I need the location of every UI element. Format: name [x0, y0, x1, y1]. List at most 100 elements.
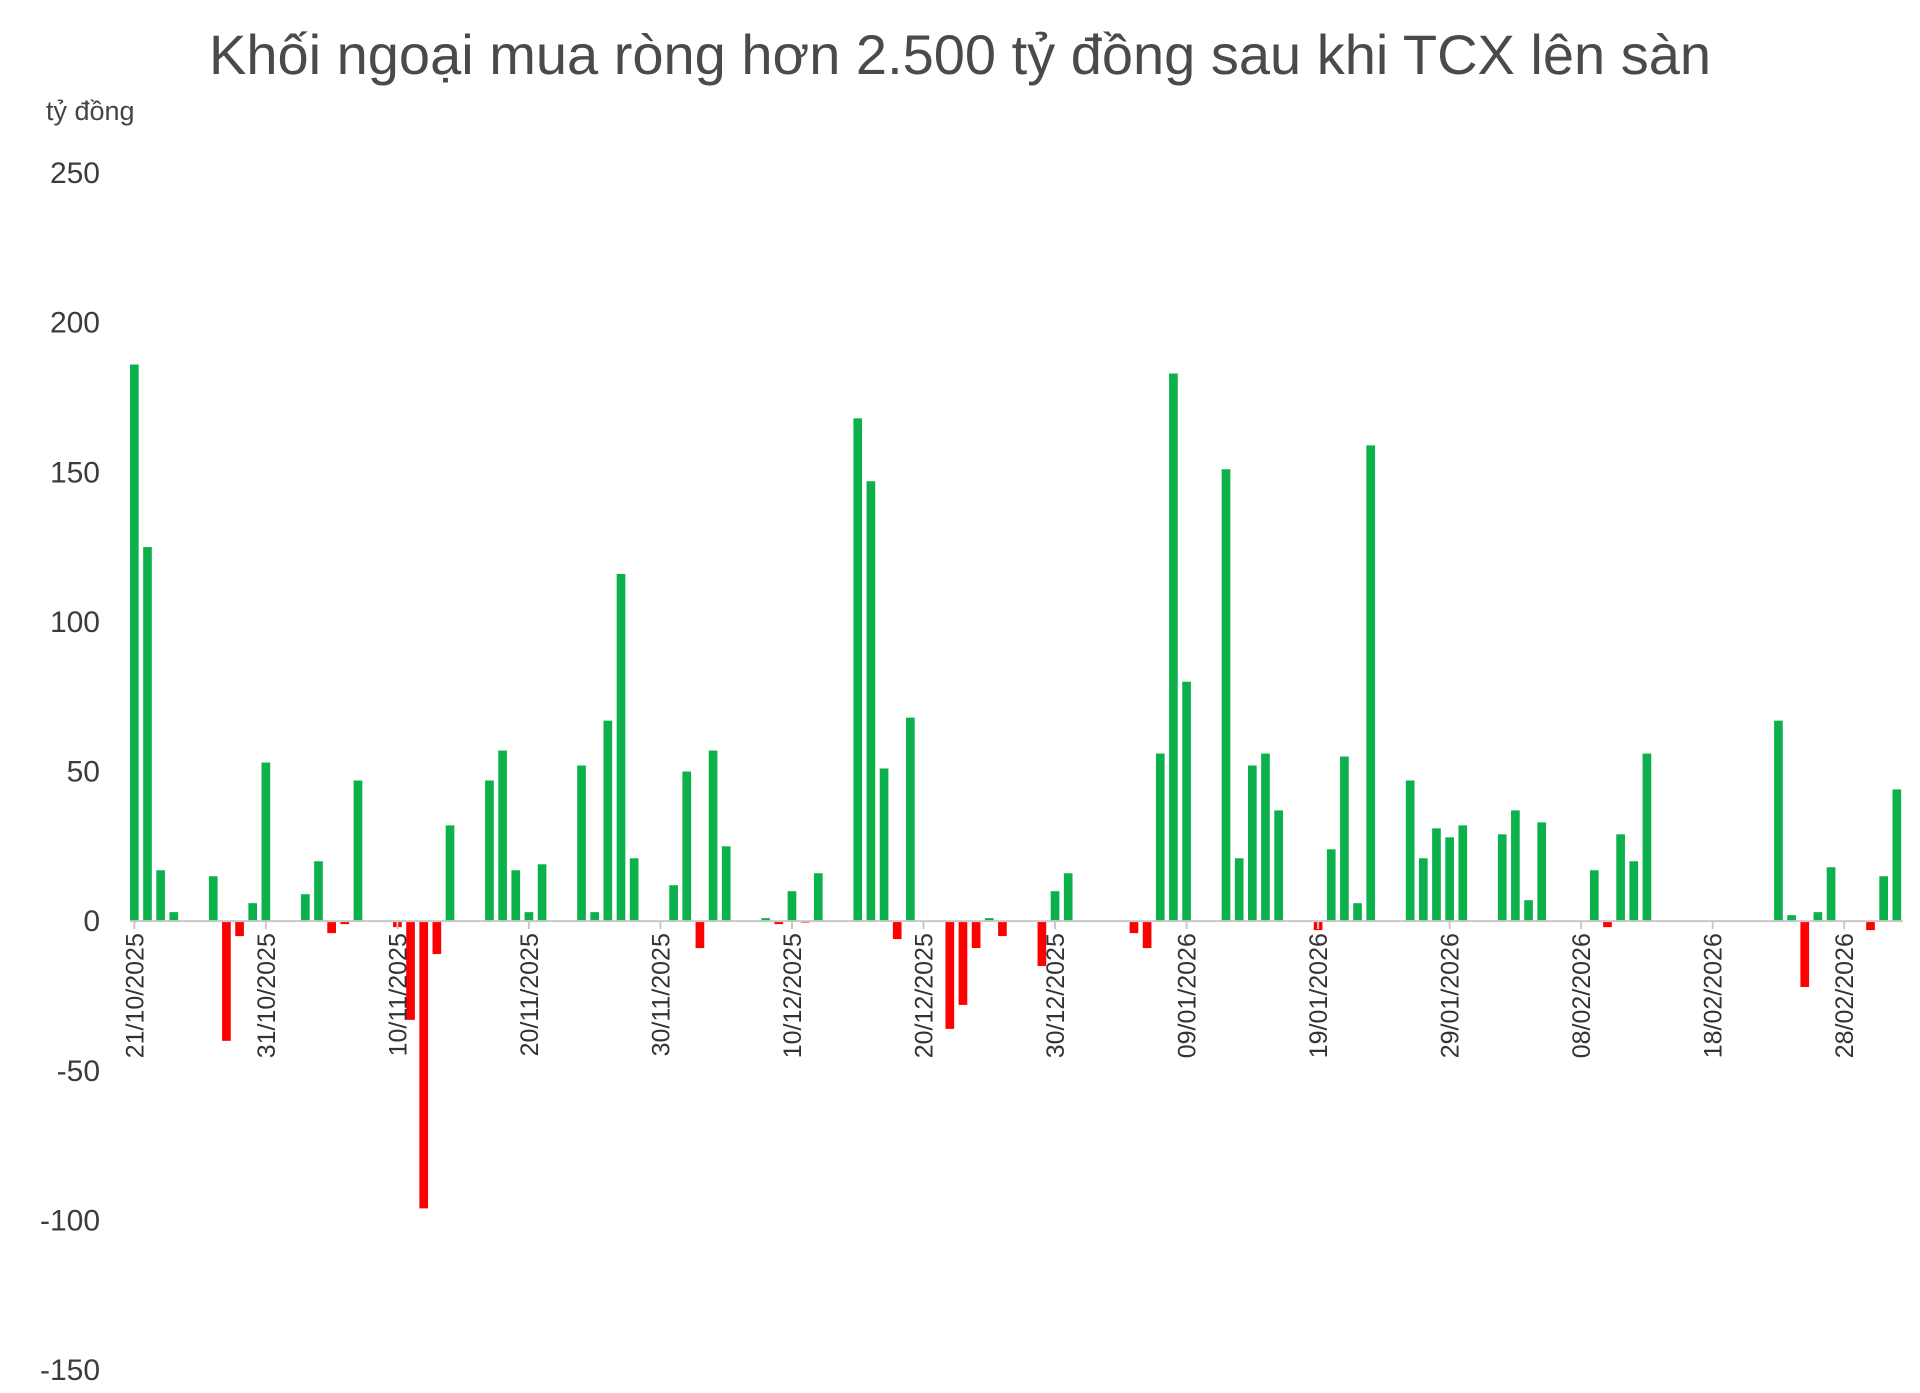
bar — [1589, 870, 1599, 922]
bar — [629, 858, 639, 922]
x-tick-label: 19/01/2026 — [1305, 933, 1333, 1058]
x-tick-label: 10/12/2025 — [779, 933, 807, 1058]
bar — [787, 891, 797, 922]
bar — [603, 720, 613, 922]
bar — [971, 921, 981, 949]
y-axis-unit-label: tỷ đồng — [46, 96, 135, 126]
bar — [222, 921, 231, 1041]
bar — [1050, 891, 1060, 922]
bar — [353, 780, 363, 922]
bar — [1866, 921, 1875, 931]
bar — [1642, 753, 1652, 922]
bar — [432, 921, 442, 955]
x-tick-label: 18/02/2026 — [1700, 933, 1728, 1058]
bar — [695, 921, 705, 949]
bar — [498, 750, 507, 922]
bar — [1274, 810, 1283, 922]
bar — [1879, 876, 1889, 922]
y-tick-label: 0 — [83, 905, 100, 938]
y-tick-label: 50 — [67, 756, 100, 789]
bar — [1774, 720, 1783, 922]
bar — [866, 481, 876, 922]
bar — [958, 921, 968, 1005]
y-tick-label: 100 — [50, 606, 100, 639]
chart-title: Khối ngoại mua ròng hơn 2.500 tỷ đồng sa… — [209, 23, 1711, 86]
bar — [813, 873, 823, 922]
bar — [774, 921, 784, 925]
bar — [1524, 900, 1533, 922]
bar — [340, 921, 350, 925]
y-tick-label: 200 — [50, 307, 100, 340]
bar — [1603, 921, 1612, 928]
bar — [1826, 867, 1836, 922]
bar — [1353, 903, 1362, 922]
bar — [419, 921, 429, 1209]
x-tick-label: 10/11/2025 — [384, 933, 412, 1056]
x-tick-label: 20/11/2025 — [516, 933, 544, 1056]
bar — [130, 364, 139, 922]
bar — [1366, 445, 1376, 922]
bar — [1129, 921, 1139, 934]
bar — [708, 750, 718, 922]
bar — [761, 918, 771, 922]
x-tick-label: 28/02/2026 — [1831, 933, 1859, 1058]
bar — [616, 573, 626, 922]
bar — [1326, 849, 1336, 922]
bar — [1155, 753, 1165, 922]
bar — [524, 912, 534, 922]
bar — [248, 903, 258, 922]
bar — [1892, 789, 1902, 922]
bar — [1063, 873, 1073, 922]
bar — [208, 876, 218, 922]
bar — [1787, 915, 1796, 922]
bar — [406, 921, 415, 1020]
bar — [1432, 828, 1441, 922]
bar — [1182, 681, 1191, 922]
bar — [1142, 921, 1152, 949]
x-tick-label: 21/10/2025 — [121, 933, 149, 1058]
bar — [892, 921, 902, 940]
bar — [169, 912, 179, 922]
bar — [1497, 834, 1507, 922]
bar — [143, 547, 152, 922]
bar — [485, 780, 494, 922]
x-tick-label: 20/12/2025 — [911, 933, 939, 1058]
y-tick-label: 250 — [50, 157, 100, 190]
y-tick-label: -150 — [40, 1354, 100, 1387]
bar — [1340, 756, 1349, 922]
x-tick-label: 30/12/2025 — [1042, 933, 1070, 1058]
bar — [998, 921, 1007, 937]
bar — [984, 918, 994, 922]
bar — [261, 762, 271, 922]
y-axis-ticks: 250 200 150 100 50 0 -50 -100 -150 — [40, 157, 100, 1387]
bar — [1511, 810, 1520, 922]
bar — [1445, 837, 1454, 922]
y-tick-label: -100 — [40, 1204, 100, 1237]
bar — [682, 771, 692, 922]
bar — [156, 870, 165, 922]
x-tick-label: 31/10/2025 — [253, 933, 281, 1058]
bar — [1813, 912, 1823, 922]
bar — [853, 418, 863, 922]
y-tick-label: -50 — [57, 1055, 100, 1088]
bar — [1037, 921, 1047, 967]
bar — [511, 870, 521, 922]
bar — [1247, 765, 1257, 922]
bar — [1800, 921, 1810, 987]
bar — [1458, 825, 1468, 922]
y-tick-label: 150 — [50, 456, 100, 489]
bar — [1405, 780, 1415, 922]
bar — [879, 768, 889, 922]
x-tick-label: 30/11/2025 — [647, 933, 675, 1056]
bar — [1221, 469, 1231, 922]
bar — [906, 717, 915, 922]
bar — [327, 921, 336, 934]
bar — [537, 864, 547, 922]
bar — [590, 912, 600, 922]
bar — [314, 861, 323, 922]
bar — [1629, 861, 1639, 922]
x-tick-label: 08/02/2026 — [1568, 933, 1596, 1058]
bar — [945, 921, 955, 1029]
bar — [300, 894, 310, 922]
